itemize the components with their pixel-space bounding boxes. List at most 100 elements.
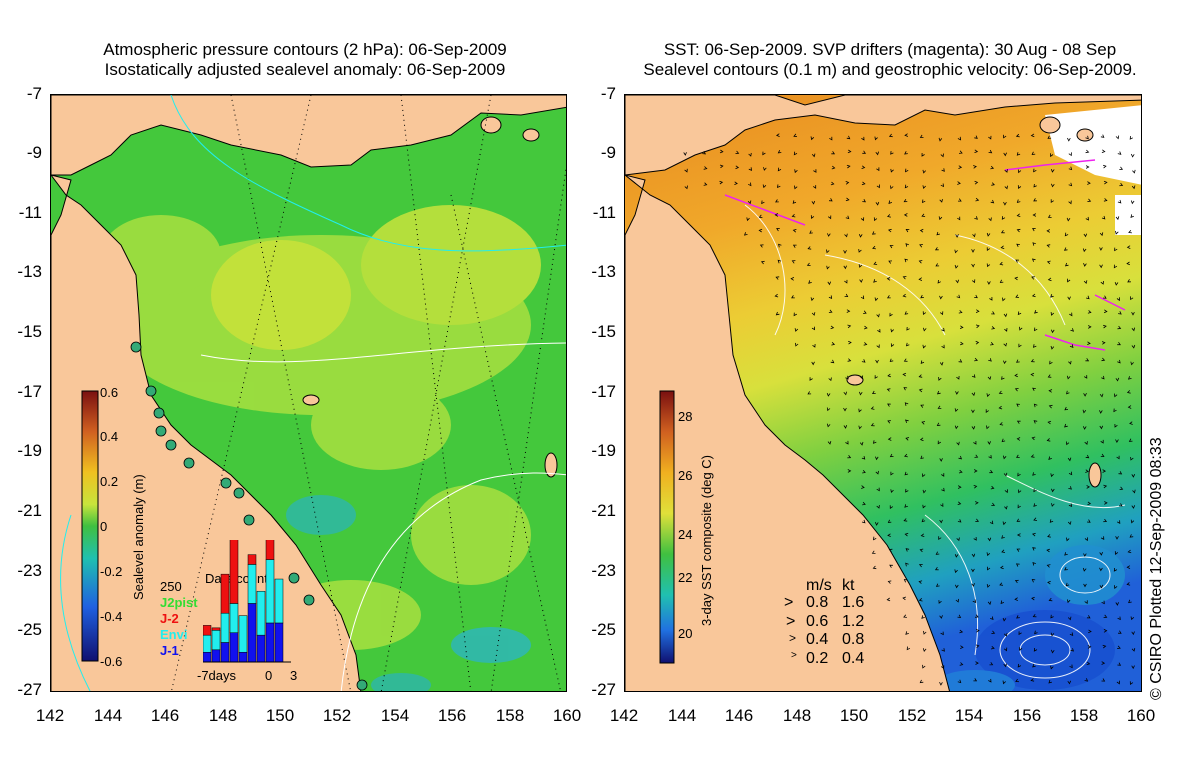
velocity-vector (1031, 532, 1036, 537)
velocity-vector (1114, 423, 1118, 428)
velocity-vector (938, 536, 942, 541)
velocity-vector (1130, 153, 1135, 158)
lon-label: 148 (208, 706, 238, 725)
velocity-vector (941, 168, 945, 172)
velocity-vector (812, 185, 817, 189)
velocity-vector (889, 245, 894, 249)
velocity-vector (1051, 183, 1055, 188)
count-x-label-0: -7days (197, 668, 237, 683)
velocity-vector (1016, 403, 1020, 407)
velocity-vector (862, 470, 866, 474)
velocity-vector (903, 614, 907, 618)
count-bar-j1 (274, 622, 284, 663)
count-bar-j1 (229, 632, 239, 663)
velocity-vector (919, 679, 924, 684)
velocity-vector (889, 312, 893, 317)
velocity-vector (858, 234, 863, 238)
velocity-vector (889, 453, 894, 458)
velocity-vector (1070, 648, 1074, 652)
velocity-vector (763, 167, 767, 171)
velocity-vector (807, 391, 812, 395)
velocity-vector (1068, 152, 1072, 157)
velocity-vector (1070, 328, 1075, 332)
velocity-vector (937, 405, 942, 409)
velocity-vector (859, 279, 863, 283)
velocity-vector (860, 295, 865, 300)
velocity-vector (975, 644, 980, 649)
velocity-vector (1050, 168, 1055, 173)
vector-arrow-0: > (784, 594, 794, 611)
velocity-vector (902, 293, 907, 298)
velocity-vector (954, 249, 958, 254)
velocity-vector (939, 519, 943, 524)
velocity-vector (971, 568, 975, 573)
velocity-vector (999, 279, 1004, 283)
velocity-vector (1031, 258, 1036, 262)
velocity-vector (935, 551, 940, 555)
velocity-vector (1117, 520, 1121, 524)
velocity-vector (1031, 579, 1036, 583)
velocity-vector (904, 151, 908, 155)
velocity-vector (1101, 149, 1106, 153)
velocity-vector (748, 152, 752, 157)
geostrophic-velocity-vectors (683, 133, 1136, 686)
velocity-vector (1014, 276, 1019, 281)
velocity-vector (1034, 327, 1038, 332)
velocity-vector (956, 537, 960, 542)
sla-tick-6: -0.6 (100, 654, 123, 669)
velocity-vector (1113, 408, 1117, 413)
velocity-vector (1050, 294, 1054, 298)
velocity-vector (870, 406, 875, 410)
velocity-vector (806, 262, 811, 266)
velocity-vector (1067, 137, 1071, 142)
velocity-vector (973, 678, 978, 682)
velocity-vector (1115, 230, 1119, 235)
lat-label: -11 (592, 203, 616, 222)
velocity-vector (903, 358, 908, 362)
velocity-vector (1131, 505, 1136, 509)
velocity-vector (922, 199, 926, 204)
velocity-vector (905, 562, 909, 567)
velocity-vector (1117, 645, 1121, 649)
velocity-vector (1119, 182, 1124, 187)
velocity-vector (1033, 420, 1038, 424)
velocity-vector (939, 361, 944, 366)
sealevel-anomaly-map[interactable] (50, 94, 567, 692)
velocity-vector (1069, 312, 1073, 317)
velocity-vector (1063, 247, 1068, 251)
velocity-vector (843, 391, 847, 396)
vector-ms-0: 0.8 (806, 594, 829, 611)
sst-map[interactable] (624, 94, 1142, 692)
velocity-vector (1126, 565, 1131, 569)
velocity-vector (791, 295, 795, 299)
velocity-vector (935, 583, 940, 587)
velocity-vector (1102, 295, 1107, 299)
velocity-vector (890, 185, 894, 190)
velocity-vector (872, 245, 876, 250)
velocity-vector (955, 234, 959, 238)
vector-kt-2: 0.8 (842, 631, 865, 648)
velocity-vector (847, 358, 852, 362)
velocity-vector (920, 455, 924, 460)
velocity-vector (1087, 501, 1092, 506)
count-bar-envi (238, 615, 248, 653)
velocity-vector (777, 150, 782, 154)
lon-label: 146 (724, 706, 754, 725)
velocity-vector (1131, 185, 1136, 190)
count-bar-envi (229, 603, 239, 633)
velocity-vector (1016, 533, 1021, 537)
velocity-vector (1087, 645, 1092, 649)
velocity-vector (887, 214, 891, 218)
velocity-vector (792, 229, 797, 233)
velocity-vector (959, 662, 964, 666)
vector-legend-header-ms: m/s (806, 577, 832, 594)
velocity-vector (777, 167, 782, 172)
velocity-vector (876, 487, 880, 492)
velocity-vector (774, 213, 779, 217)
velocity-vector (1032, 547, 1036, 551)
vector-legend-header-kt: kt (842, 577, 855, 594)
velocity-vector (988, 358, 992, 362)
velocity-vector (1066, 375, 1071, 380)
velocity-vector (702, 151, 706, 155)
vector-ms-3: 0.2 (806, 650, 829, 667)
